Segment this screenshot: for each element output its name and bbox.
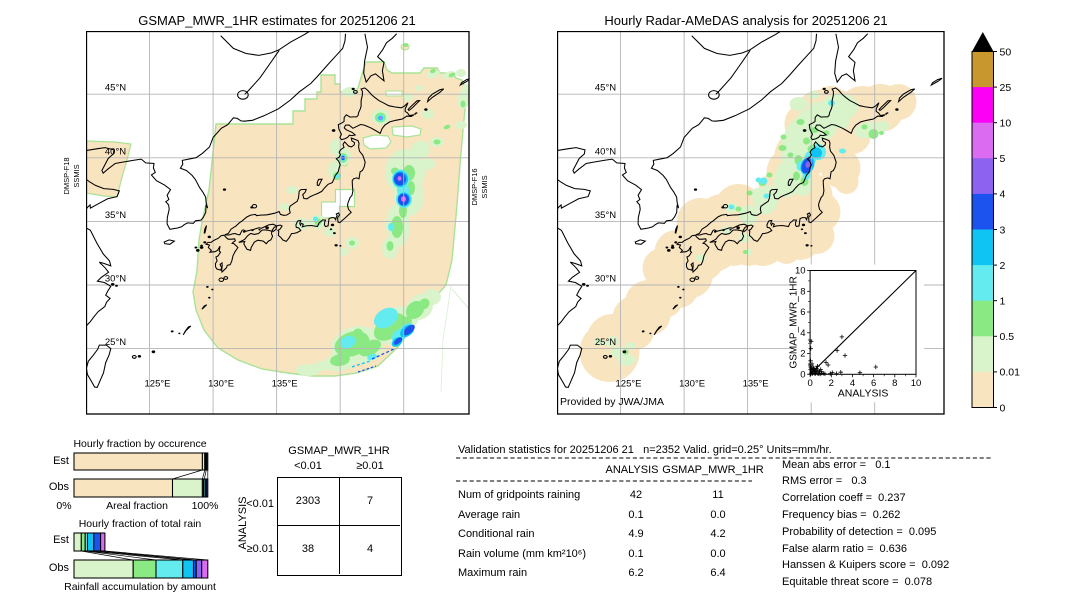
svg-text:2: 2 (828, 378, 833, 389)
svg-text:0: 0 (1000, 402, 1006, 414)
svg-text:30°N: 30°N (594, 274, 615, 285)
svg-text:0.01: 0.01 (1000, 367, 1021, 379)
svg-text:25°N: 25°N (105, 337, 126, 348)
svg-text:130°E: 130°E (679, 379, 705, 390)
svg-text:6: 6 (800, 307, 805, 318)
svg-text:10: 10 (1000, 118, 1012, 130)
svg-text:4: 4 (800, 328, 805, 339)
svg-text:125°E: 125°E (145, 379, 171, 390)
svg-text:125°E: 125°E (615, 379, 641, 390)
svg-text:0: 0 (800, 370, 805, 381)
svg-text:ANALYSIS: ANALYSIS (837, 387, 888, 399)
svg-text:1: 1 (1000, 296, 1006, 308)
svg-text:0.5: 0.5 (1000, 331, 1015, 343)
svg-text:40°N: 40°N (594, 146, 615, 157)
svg-text:6: 6 (870, 378, 875, 389)
svg-text:10: 10 (795, 266, 806, 277)
svg-text:135°E: 135°E (272, 379, 298, 390)
svg-text:25: 25 (1000, 82, 1012, 94)
svg-text:2: 2 (1000, 260, 1006, 272)
svg-text:0: 0 (807, 378, 812, 389)
svg-text:50: 50 (1000, 46, 1012, 58)
svg-text:8: 8 (800, 287, 805, 298)
svg-text:25°N: 25°N (594, 337, 615, 348)
svg-text:5: 5 (1000, 153, 1006, 165)
svg-text:10: 10 (910, 378, 921, 389)
svg-text:GSMAP_MWR_1HR: GSMAP_MWR_1HR (788, 276, 799, 368)
svg-text:45°N: 45°N (105, 83, 126, 94)
svg-text:4: 4 (1000, 189, 1006, 201)
svg-text:40°N: 40°N (105, 146, 126, 157)
svg-text:8: 8 (892, 378, 897, 389)
svg-text:45°N: 45°N (594, 83, 615, 94)
svg-text:4: 4 (849, 378, 854, 389)
svg-text:3: 3 (1000, 224, 1006, 236)
svg-text:35°N: 35°N (594, 210, 615, 221)
svg-text:2: 2 (800, 349, 805, 360)
svg-text:130°E: 130°E (208, 379, 234, 390)
svg-text:135°E: 135°E (742, 379, 768, 390)
svg-text:35°N: 35°N (105, 210, 126, 221)
svg-text:30°N: 30°N (105, 274, 126, 285)
